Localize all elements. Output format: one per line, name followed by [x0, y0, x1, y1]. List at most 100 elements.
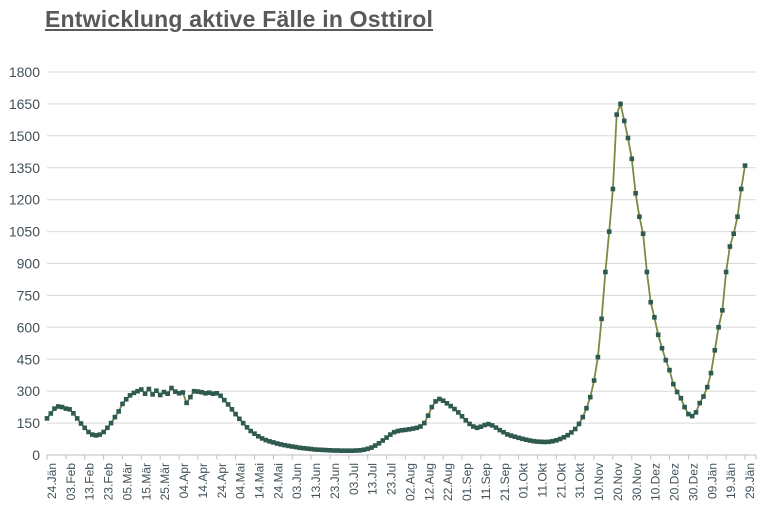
data-point	[376, 441, 382, 446]
data-point	[135, 388, 140, 394]
data-point	[357, 448, 363, 453]
data-point	[139, 387, 144, 392]
data-point	[444, 401, 450, 406]
data-point	[240, 420, 246, 426]
data-point	[425, 413, 431, 418]
data-point	[339, 448, 344, 453]
data-point	[146, 386, 152, 392]
y-tick-label: 1800	[9, 64, 40, 80]
data-point	[482, 422, 487, 428]
data-point	[539, 439, 544, 445]
data-point	[456, 410, 461, 415]
data-point	[618, 101, 623, 107]
data-point	[580, 414, 586, 420]
data-point	[237, 416, 242, 422]
data-point	[433, 399, 438, 404]
data-point	[712, 348, 718, 353]
data-point	[637, 214, 642, 219]
data-point	[289, 444, 295, 449]
data-point	[633, 191, 638, 196]
data-point	[112, 414, 118, 420]
data-point	[323, 447, 329, 453]
data-point	[399, 428, 404, 433]
data-point	[497, 427, 503, 433]
y-tick-label: 900	[17, 256, 41, 272]
data-point	[403, 427, 408, 433]
data-point	[508, 433, 514, 438]
data-point	[501, 429, 506, 435]
data-point	[86, 429, 91, 435]
data-point	[671, 381, 676, 387]
y-tick-label: 600	[17, 319, 41, 335]
data-point	[256, 434, 261, 439]
data-point	[610, 186, 616, 192]
x-tick-label: 24.Jän	[45, 463, 59, 499]
data-point	[82, 425, 87, 431]
data-point	[682, 404, 687, 410]
data-point	[293, 444, 299, 450]
x-tick-label: 05.Mär	[121, 463, 135, 500]
data-point	[44, 416, 50, 421]
data-point	[542, 439, 548, 445]
data-point	[523, 437, 529, 442]
data-point	[448, 403, 453, 409]
data-point	[467, 421, 472, 427]
data-point	[312, 447, 318, 452]
data-point	[584, 405, 589, 411]
x-tick-label: 03.Jun	[290, 463, 304, 499]
data-point	[316, 447, 321, 452]
data-point	[372, 443, 378, 448]
data-point	[489, 423, 495, 428]
x-tick-label: 02.Aug	[403, 463, 417, 501]
data-point	[59, 404, 65, 410]
data-point	[74, 416, 80, 421]
data-point	[572, 426, 578, 432]
data-point	[478, 424, 484, 429]
data-point	[440, 398, 446, 403]
data-point	[123, 397, 129, 402]
y-tick-label: 150	[17, 415, 41, 431]
y-tick-label: 1350	[9, 160, 40, 176]
data-point	[116, 409, 121, 414]
data-point	[191, 388, 197, 394]
x-tick-label: 14.Mai	[253, 463, 267, 499]
data-point	[474, 425, 480, 431]
x-tick-label: 10.Dez	[649, 463, 663, 501]
data-point	[674, 389, 680, 395]
data-point	[418, 424, 423, 429]
data-point	[259, 436, 265, 441]
series-line	[46, 100, 746, 452]
data-point	[63, 406, 69, 411]
data-point	[308, 446, 314, 452]
data-point	[301, 445, 306, 451]
data-point	[210, 391, 216, 396]
data-point	[588, 394, 593, 400]
data-point	[282, 442, 287, 448]
data-point	[459, 414, 465, 419]
data-point	[493, 425, 499, 430]
data-point	[384, 435, 389, 440]
x-tick-label: 30.Nov	[630, 463, 644, 501]
data-point	[369, 445, 374, 450]
data-point	[705, 384, 710, 390]
data-point	[97, 432, 103, 437]
data-point	[229, 407, 235, 412]
data-point	[663, 357, 669, 363]
x-tick-label: 23.Feb	[102, 463, 116, 501]
data-point	[180, 390, 186, 395]
data-point	[267, 439, 272, 444]
data-point	[244, 425, 250, 430]
data-point	[701, 394, 706, 399]
data-point	[169, 385, 174, 391]
data-point	[735, 214, 740, 219]
data-point	[595, 354, 601, 360]
data-point	[697, 400, 702, 406]
data-point	[305, 446, 310, 451]
data-point	[437, 396, 442, 402]
x-tick-label: 03.Feb	[64, 463, 78, 501]
data-point	[731, 231, 736, 236]
data-point	[716, 325, 721, 330]
data-point	[214, 391, 220, 396]
data-point	[52, 406, 57, 411]
